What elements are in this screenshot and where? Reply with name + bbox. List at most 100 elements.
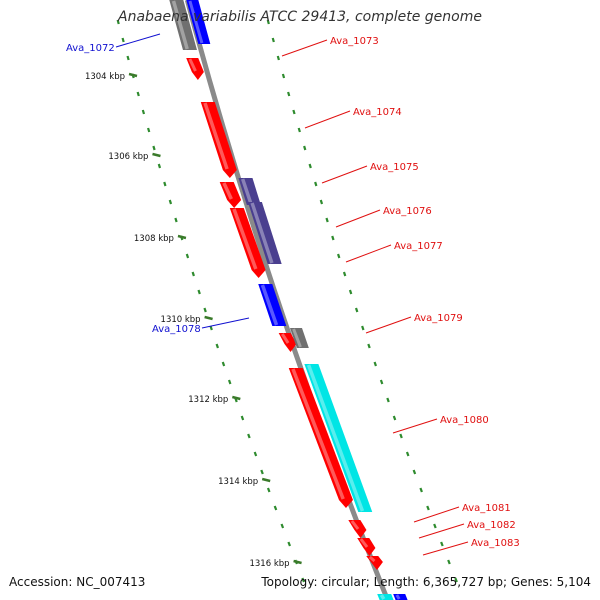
gene-label-ava-1076[interactable]: Ava_1076 bbox=[335, 206, 432, 228]
grid-dot bbox=[147, 127, 151, 133]
gene-label-leader bbox=[418, 523, 465, 539]
scale-tick: 1316 kbp bbox=[249, 559, 302, 569]
grid-dot bbox=[373, 361, 378, 367]
gene-ava-1075b[interactable] bbox=[219, 182, 242, 208]
grid-dot bbox=[308, 163, 312, 169]
grid-dot bbox=[253, 451, 258, 457]
grid-dot bbox=[426, 505, 430, 511]
grid-dot bbox=[174, 217, 178, 223]
grid-dot bbox=[301, 577, 306, 583]
gene-labels[interactable]: Ava_1072 Ava_1073 Ava_1074 Ava_1075 Ava_1076… bbox=[66, 33, 520, 556]
grid-dot bbox=[454, 577, 458, 583]
gene-ava-1073[interactable] bbox=[186, 58, 204, 80]
gene-label-ava-1075[interactable]: Ava_1075 bbox=[321, 162, 419, 184]
grid-dot bbox=[325, 217, 329, 223]
grid-dot bbox=[273, 505, 278, 511]
gene-ava-1078-highlight bbox=[260, 284, 279, 326]
grid-dot bbox=[136, 91, 140, 97]
accession-text: Accession: NC_007413 bbox=[9, 575, 146, 589]
gene-label-leader bbox=[335, 209, 381, 228]
scale-tick: 1304 kbp bbox=[85, 72, 138, 82]
grid-dot bbox=[266, 487, 271, 493]
grid-dot bbox=[405, 451, 410, 457]
gene-ava-1080-rna-highlight bbox=[306, 364, 365, 512]
grid-dot bbox=[280, 523, 285, 529]
gene-ava-1080-rna[interactable] bbox=[304, 364, 373, 512]
grid-dot bbox=[447, 559, 451, 565]
gene-ava-1075b-highlight bbox=[222, 182, 233, 200]
gene-label-text[interactable]: Ava_1080 bbox=[440, 415, 489, 426]
grid-dot bbox=[440, 541, 444, 547]
gene-ava-1076[interactable] bbox=[247, 202, 282, 264]
scale-tick-mark bbox=[261, 477, 271, 483]
gene-ava-1079b[interactable] bbox=[289, 328, 309, 348]
gene-label-text[interactable]: Ava_1072 bbox=[66, 43, 115, 54]
scale-tick-label: 1304 kbp bbox=[85, 72, 125, 82]
gene-label-text[interactable]: Ava_1076 bbox=[383, 206, 432, 217]
gene-label-ava-1072[interactable]: Ava_1072 bbox=[66, 33, 161, 54]
grid-dot bbox=[227, 379, 232, 385]
gene-label-text[interactable]: Ava_1073 bbox=[330, 36, 379, 47]
gene-label-leader bbox=[304, 110, 351, 129]
grid-dot bbox=[297, 127, 301, 133]
gene-bottom-rna-highlight bbox=[379, 594, 386, 600]
gene-label-ava-1078[interactable]: Ava_1078 bbox=[152, 317, 250, 335]
grid-dot bbox=[412, 469, 417, 475]
gene-ava-1082[interactable] bbox=[357, 538, 376, 556]
gene-ava-1079[interactable] bbox=[278, 333, 297, 352]
gene-label-text[interactable]: Ava_1074 bbox=[353, 107, 402, 118]
gene-ava-1080[interactable] bbox=[288, 368, 353, 508]
gene-label-ava-1080[interactable]: Ava_1080 bbox=[392, 415, 489, 434]
gene-ava-1081[interactable] bbox=[348, 520, 367, 538]
scale-tick-mark bbox=[204, 315, 213, 321]
grid-dot bbox=[419, 487, 423, 493]
gene-label-ava-1082[interactable]: Ava_1082 bbox=[418, 520, 516, 539]
gene-label-text[interactable]: Ava_1078 bbox=[152, 324, 201, 335]
grid-dot bbox=[126, 55, 130, 61]
grid-dot bbox=[331, 235, 335, 241]
gene-ava-1077[interactable] bbox=[229, 208, 266, 278]
gene-label-leader bbox=[365, 316, 412, 334]
gene-label-text[interactable]: Ava_1075 bbox=[370, 162, 419, 173]
gene-ava-1072[interactable] bbox=[186, 0, 211, 44]
gene-label-leader bbox=[201, 317, 250, 329]
grid-dot bbox=[361, 325, 365, 331]
grid-dot bbox=[379, 379, 384, 385]
gene-label-ava-1074[interactable]: Ava_1074 bbox=[304, 107, 402, 129]
gene-ava-1074[interactable] bbox=[200, 102, 237, 178]
gene-label-ava-1073[interactable]: Ava_1073 bbox=[281, 36, 379, 57]
gene-label-ava-1077[interactable]: Ava_1077 bbox=[345, 241, 443, 263]
gene-label-ava-1081[interactable]: Ava_1081 bbox=[413, 503, 511, 523]
grid-dot bbox=[121, 37, 125, 43]
gene-ava-1078[interactable] bbox=[258, 284, 287, 326]
grid-dot bbox=[303, 145, 307, 151]
grid-dot bbox=[314, 181, 318, 187]
grid-dot bbox=[287, 541, 291, 547]
gene-ava-1075[interactable] bbox=[238, 178, 261, 205]
grid-dot bbox=[215, 343, 220, 349]
scale-ticks: 1304 kbp 1306 kbp 1308 kbp 1310 kbp 1312 kbp… bbox=[85, 72, 302, 569]
gene-label-ava-1083[interactable]: Ava_1083 bbox=[422, 538, 520, 556]
gene-label-text[interactable]: Ava_1081 bbox=[462, 503, 511, 514]
grid-dot bbox=[152, 145, 156, 151]
gene-label-text[interactable]: Ava_1082 bbox=[467, 520, 516, 531]
grid-dot bbox=[197, 289, 201, 295]
gene-ava-1083[interactable] bbox=[366, 556, 383, 570]
gene-bottom-rna[interactable] bbox=[377, 594, 394, 600]
gene-label-text[interactable]: Ava_1083 bbox=[471, 538, 520, 549]
scale-tick: 1306 kbp bbox=[108, 152, 161, 162]
gene-label-ava-1079[interactable]: Ava_1079 bbox=[365, 313, 463, 334]
grid-dot bbox=[292, 109, 296, 115]
gene-ava-1076-highlight bbox=[250, 202, 274, 264]
grid-dot bbox=[247, 433, 251, 439]
gene-label-text[interactable]: Ava_1079 bbox=[414, 313, 463, 324]
gene-bottom-blue[interactable] bbox=[393, 594, 408, 600]
grid-dot bbox=[168, 199, 173, 205]
gene-ava-1080-highlight bbox=[291, 368, 345, 500]
grid-dot bbox=[392, 415, 397, 421]
gene-ava-1079-highlight bbox=[281, 333, 290, 344]
scale-tick: 1312 kbp bbox=[188, 395, 241, 405]
gene-gray-top[interactable] bbox=[169, 0, 197, 50]
gene-label-text[interactable]: Ava_1077 bbox=[394, 241, 443, 252]
gene-label-leader bbox=[115, 33, 161, 48]
